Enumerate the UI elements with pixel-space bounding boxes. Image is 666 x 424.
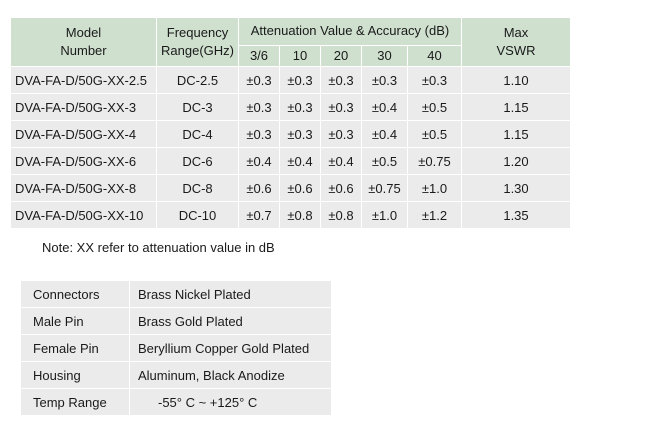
model-cell: DVA-FA-D/50G-XX-2.5 bbox=[11, 67, 156, 93]
header-vswr-label: Max VSWR bbox=[496, 25, 536, 58]
freq-cell: DC-2.5 bbox=[157, 67, 238, 93]
vswr-cell: 1.10 bbox=[462, 67, 570, 93]
materials-row: Female Pin Beryllium Copper Gold Plated bbox=[21, 335, 331, 361]
material-label: Male Pin bbox=[21, 308, 129, 334]
accuracy-cell: ±0.8 bbox=[280, 202, 320, 228]
material-value: Brass Gold Plated bbox=[130, 308, 331, 334]
materials-row: Housing Aluminum, Black Anodize bbox=[21, 362, 331, 388]
freq-cell: DC-8 bbox=[157, 175, 238, 201]
model-cell: DVA-FA-D/50G-XX-3 bbox=[11, 94, 156, 120]
accuracy-cell: ±0.6 bbox=[280, 175, 320, 201]
materials-row: Connectors Brass Nickel Plated bbox=[21, 281, 331, 307]
accuracy-cell: ±1.2 bbox=[408, 202, 461, 228]
accuracy-cell: ±0.4 bbox=[362, 121, 407, 147]
materials-row: Temp Range -55° C ~ +125° C bbox=[21, 389, 331, 415]
accuracy-cell: ±0.75 bbox=[362, 175, 407, 201]
material-value: Aluminum, Black Anodize bbox=[130, 362, 331, 388]
accuracy-cell: ±0.5 bbox=[408, 94, 461, 120]
header-max-vswr: Max VSWR bbox=[462, 18, 570, 66]
vswr-cell: 1.30 bbox=[462, 175, 570, 201]
material-label: Female Pin bbox=[21, 335, 129, 361]
accuracy-cell: ±0.4 bbox=[362, 94, 407, 120]
accuracy-cell: ±0.3 bbox=[321, 94, 361, 120]
accuracy-cell: ±1.0 bbox=[408, 175, 461, 201]
table-row: DVA-FA-D/50G-XX-2.5 DC-2.5 ±0.3 ±0.3 ±0.… bbox=[11, 67, 570, 93]
accuracy-cell: ±0.8 bbox=[321, 202, 361, 228]
accuracy-cell: ±0.5 bbox=[362, 148, 407, 174]
accuracy-cell: ±0.3 bbox=[280, 121, 320, 147]
table-row: DVA-FA-D/50G-XX-3 DC-3 ±0.3 ±0.3 ±0.3 ±0… bbox=[11, 94, 570, 120]
accuracy-cell: ±0.5 bbox=[408, 121, 461, 147]
header-frequency-range: Frequency Range(GHz) bbox=[157, 18, 238, 66]
header-attenuation: Attenuation Value & Accuracy (dB) bbox=[239, 18, 461, 45]
accuracy-cell: ±0.3 bbox=[239, 94, 279, 120]
accuracy-cell: ±0.4 bbox=[280, 148, 320, 174]
freq-cell: DC-10 bbox=[157, 202, 238, 228]
header-model-number: Model Number bbox=[11, 18, 156, 66]
accuracy-cell: ±0.3 bbox=[280, 67, 320, 93]
table-row: DVA-FA-D/50G-XX-6 DC-6 ±0.4 ±0.4 ±0.4 ±0… bbox=[11, 148, 570, 174]
accuracy-cell: ±0.3 bbox=[239, 121, 279, 147]
materials-table: Connectors Brass Nickel Plated Male Pin … bbox=[20, 280, 332, 416]
accuracy-cell: ±0.4 bbox=[239, 148, 279, 174]
accuracy-cell: ±1.0 bbox=[362, 202, 407, 228]
vswr-cell: 1.20 bbox=[462, 148, 570, 174]
accuracy-cell: ±0.75 bbox=[408, 148, 461, 174]
accuracy-cell: ±0.3 bbox=[321, 121, 361, 147]
model-cell: DVA-FA-D/50G-XX-8 bbox=[11, 175, 156, 201]
accuracy-cell: ±0.3 bbox=[280, 94, 320, 120]
header-atten-col: 30 bbox=[362, 45, 407, 66]
material-value: Brass Nickel Plated bbox=[130, 281, 331, 307]
header-atten-col: 3/6 bbox=[239, 45, 279, 66]
model-cell: DVA-FA-D/50G-XX-4 bbox=[11, 121, 156, 147]
freq-cell: DC-3 bbox=[157, 94, 238, 120]
vswr-cell: 1.15 bbox=[462, 94, 570, 120]
accuracy-cell: ±0.3 bbox=[408, 67, 461, 93]
header-model-label: Model Number bbox=[60, 25, 107, 58]
model-cell: DVA-FA-D/50G-XX-10 bbox=[11, 202, 156, 228]
accuracy-cell: ±0.6 bbox=[239, 175, 279, 201]
material-label: Connectors bbox=[21, 281, 129, 307]
table-row: DVA-FA-D/50G-XX-8 DC-8 ±0.6 ±0.6 ±0.6 ±0… bbox=[11, 175, 570, 201]
vswr-cell: 1.35 bbox=[462, 202, 570, 228]
freq-cell: DC-6 bbox=[157, 148, 238, 174]
accuracy-cell: ±0.3 bbox=[362, 67, 407, 93]
materials-row: Male Pin Brass Gold Plated bbox=[21, 308, 331, 334]
table-row: DVA-FA-D/50G-XX-4 DC-4 ±0.3 ±0.3 ±0.3 ±0… bbox=[11, 121, 570, 147]
material-value: -55° C ~ +125° C bbox=[130, 389, 331, 415]
accuracy-cell: ±0.6 bbox=[321, 175, 361, 201]
material-label: Temp Range bbox=[21, 389, 129, 415]
header-atten-col: 10 bbox=[280, 45, 320, 66]
accuracy-cell: ±0.3 bbox=[239, 67, 279, 93]
model-cell: DVA-FA-D/50G-XX-6 bbox=[11, 148, 156, 174]
accuracy-cell: ±0.3 bbox=[321, 67, 361, 93]
vswr-cell: 1.15 bbox=[462, 121, 570, 147]
header-atten-col: 40 bbox=[408, 45, 461, 66]
spec-table: Model Number Frequency Range(GHz) Attenu… bbox=[10, 17, 571, 229]
header-atten-col: 20 bbox=[321, 45, 361, 66]
freq-cell: DC-4 bbox=[157, 121, 238, 147]
material-value: Beryllium Copper Gold Plated bbox=[130, 335, 331, 361]
header-frequency-label: Frequency Range(GHz) bbox=[161, 25, 234, 58]
attenuation-note: Note: XX refer to attenuation value in d… bbox=[42, 240, 275, 255]
table-row: DVA-FA-D/50G-XX-10 DC-10 ±0.7 ±0.8 ±0.8 … bbox=[11, 202, 570, 228]
accuracy-cell: ±0.7 bbox=[239, 202, 279, 228]
material-label: Housing bbox=[21, 362, 129, 388]
accuracy-cell: ±0.4 bbox=[321, 148, 361, 174]
